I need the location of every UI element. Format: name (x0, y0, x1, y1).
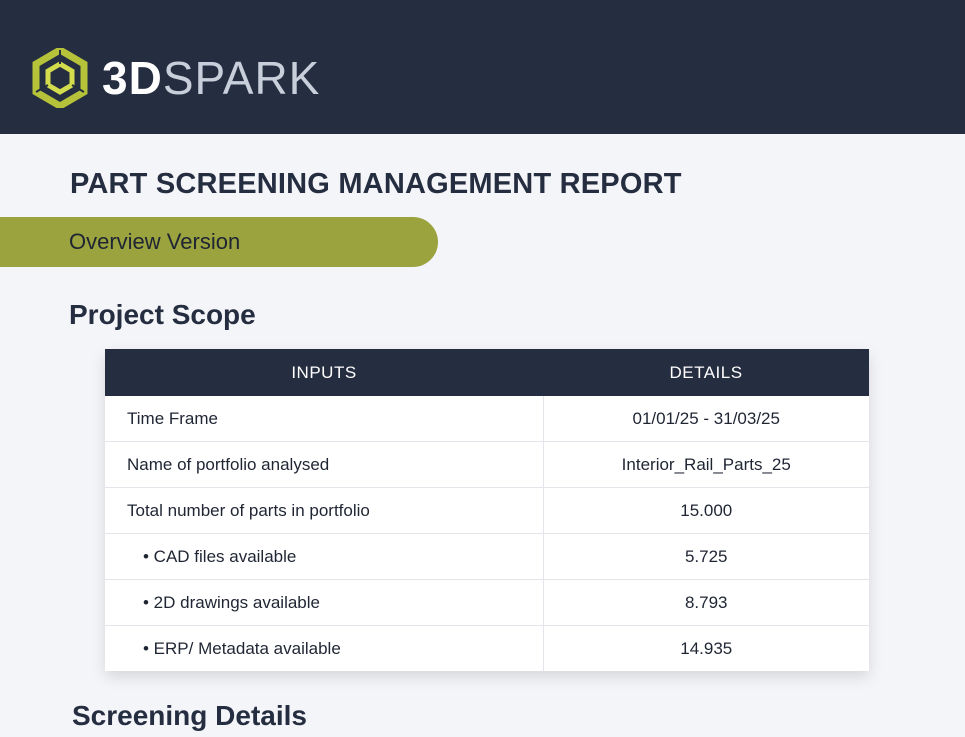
input-cell: • 2D drawings available (105, 579, 544, 626)
input-cell: • CAD files available (105, 533, 544, 580)
report-title: PART SCREENING MANAGEMENT REPORT (70, 168, 682, 200)
input-cell: Name of portfolio analysed (105, 441, 544, 488)
brand-logo: 3DSPARK (30, 48, 320, 108)
project-scope-title: Project Scope (69, 299, 256, 330)
detail-cell: 14.935 (680, 638, 733, 658)
screening-details-title: Screening Details (72, 700, 307, 731)
input-cell: Total number of parts in portfolio (105, 487, 544, 534)
version-label: Overview Version (69, 229, 241, 254)
version-banner: Overview Version (0, 217, 438, 267)
table-row: • 2D drawings available 8.793 (105, 579, 869, 626)
detail-cell: 5.725 (543, 533, 869, 580)
report-header: 3DSPARK (0, 0, 965, 134)
project-scope-table: INPUTS DETAILS Time Frame 01/01/25 - 31/… (105, 349, 869, 671)
input-cell: Time Frame (105, 396, 544, 442)
table-row: Time Frame 01/01/25 - 31/03/25 (105, 396, 869, 442)
brand-wordmark: 3DSPARK (102, 55, 320, 101)
detail-cell: 01/01/25 - 31/03/25 (543, 396, 869, 442)
column-header-inputs: INPUTS (105, 349, 543, 396)
table-row: • CAD files available 5.725 (105, 533, 869, 580)
input-cell: • ERP/ Metadata available (105, 625, 544, 671)
hexagon-cube-logo-icon (32, 48, 88, 108)
table-row: Name of portfolio analysed Interior_Rail… (105, 441, 869, 488)
detail-cell: 15.000 (543, 487, 869, 534)
detail-cell: Interior_Rail_Parts_25 (543, 441, 869, 488)
brand-3d: 3D (102, 52, 163, 104)
detail-cell: 8.793 (543, 579, 869, 626)
column-header-details: DETAILS (543, 349, 869, 396)
table-header-row: INPUTS DETAILS (105, 349, 869, 396)
table-row: • ERP/ Metadata available 14.935 (105, 625, 869, 671)
brand-spark: SPARK (162, 52, 321, 104)
table-row: Total number of parts in portfolio 15.00… (105, 487, 869, 534)
